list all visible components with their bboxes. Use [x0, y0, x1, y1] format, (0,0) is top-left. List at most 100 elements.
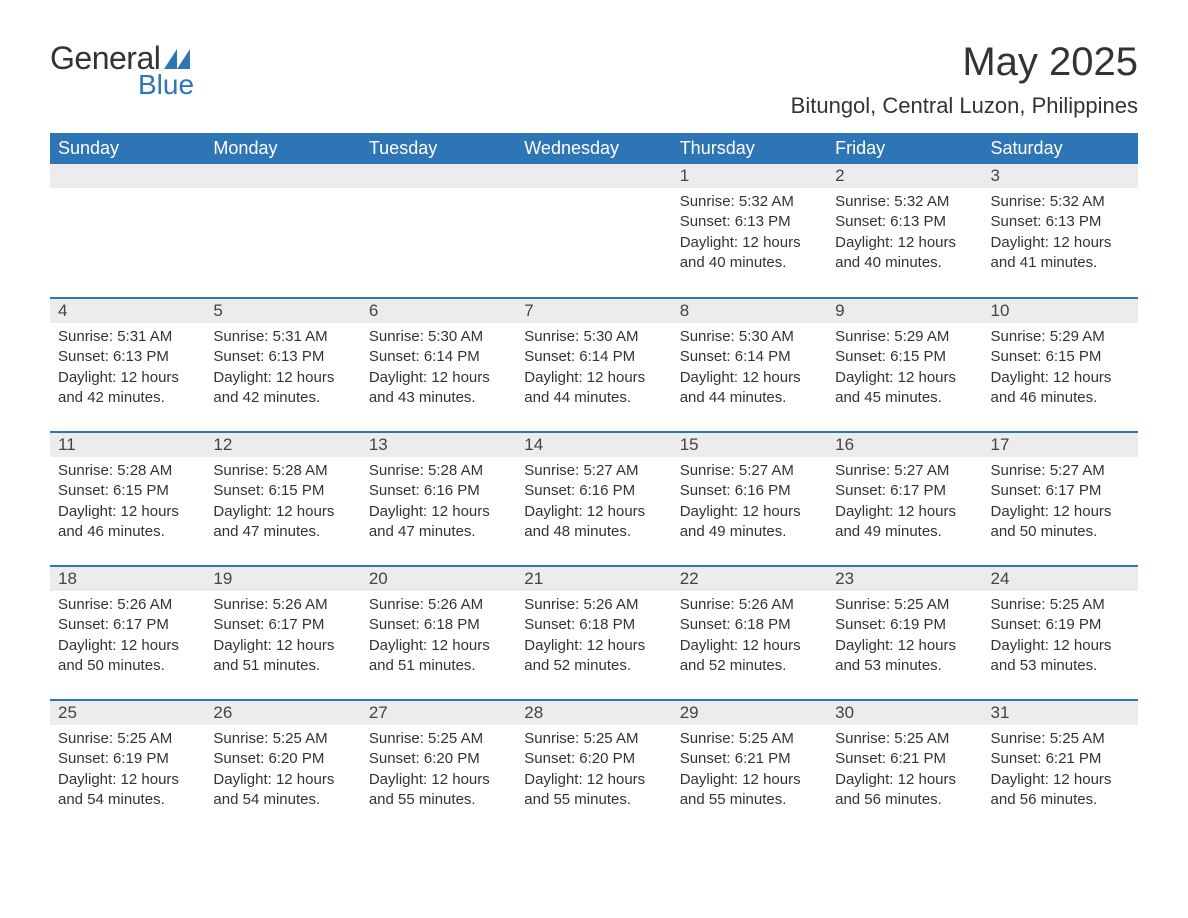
day-line: Sunset: 6:20 PM [369, 749, 508, 769]
day-number: 17 [983, 433, 1138, 457]
day-number: 21 [516, 567, 671, 591]
day-line: Sunrise: 5:26 AM [213, 595, 352, 615]
day-line: Sunrise: 5:26 AM [680, 595, 819, 615]
brand-blue: Blue [138, 69, 194, 101]
day-line: Sunset: 6:14 PM [369, 347, 508, 367]
day-line: Daylight: 12 hours [835, 636, 974, 656]
day-line: Sunset: 6:15 PM [991, 347, 1130, 367]
calendar-day-cell: 13Sunrise: 5:28 AMSunset: 6:16 PMDayligh… [361, 432, 516, 566]
calendar-day-cell: 11Sunrise: 5:28 AMSunset: 6:15 PMDayligh… [50, 432, 205, 566]
day-line: Sunrise: 5:28 AM [58, 461, 197, 481]
day-line: and 40 minutes. [680, 253, 819, 273]
day-number: 26 [205, 701, 360, 725]
title-block: May 2025 Bitungol, Central Luzon, Philip… [791, 40, 1138, 119]
weekday-header: Monday [205, 133, 360, 164]
day-number: 7 [516, 299, 671, 323]
day-line: and 51 minutes. [213, 656, 352, 676]
day-line: Sunrise: 5:26 AM [58, 595, 197, 615]
calendar-week-row: 11Sunrise: 5:28 AMSunset: 6:15 PMDayligh… [50, 432, 1138, 566]
day-number [361, 164, 516, 188]
day-number: 23 [827, 567, 982, 591]
day-number: 2 [827, 164, 982, 188]
day-line: Sunrise: 5:32 AM [680, 192, 819, 212]
day-line: Sunrise: 5:31 AM [213, 327, 352, 347]
weekday-header: Wednesday [516, 133, 671, 164]
day-line: Sunrise: 5:26 AM [524, 595, 663, 615]
weekday-header: Friday [827, 133, 982, 164]
location-text: Bitungol, Central Luzon, Philippines [791, 93, 1138, 119]
day-number: 5 [205, 299, 360, 323]
day-number: 3 [983, 164, 1138, 188]
calendar-day-cell: 1Sunrise: 5:32 AMSunset: 6:13 PMDaylight… [672, 164, 827, 298]
day-number: 30 [827, 701, 982, 725]
calendar-day-cell: 12Sunrise: 5:28 AMSunset: 6:15 PMDayligh… [205, 432, 360, 566]
day-line: Daylight: 12 hours [991, 636, 1130, 656]
day-details: Sunrise: 5:26 AMSunset: 6:18 PMDaylight:… [516, 591, 671, 680]
day-details: Sunrise: 5:28 AMSunset: 6:15 PMDaylight:… [205, 457, 360, 546]
day-line: and 54 minutes. [213, 790, 352, 810]
day-line: Sunrise: 5:28 AM [369, 461, 508, 481]
day-number: 6 [361, 299, 516, 323]
day-details: Sunrise: 5:25 AMSunset: 6:20 PMDaylight:… [516, 725, 671, 814]
day-details: Sunrise: 5:30 AMSunset: 6:14 PMDaylight:… [516, 323, 671, 412]
day-line: Sunrise: 5:32 AM [991, 192, 1130, 212]
day-details: Sunrise: 5:29 AMSunset: 6:15 PMDaylight:… [983, 323, 1138, 412]
day-line: Daylight: 12 hours [680, 770, 819, 790]
calendar-day-cell [516, 164, 671, 298]
day-details: Sunrise: 5:28 AMSunset: 6:15 PMDaylight:… [50, 457, 205, 546]
day-details: Sunrise: 5:25 AMSunset: 6:19 PMDaylight:… [827, 591, 982, 680]
calendar-day-cell: 21Sunrise: 5:26 AMSunset: 6:18 PMDayligh… [516, 566, 671, 700]
calendar-day-cell: 27Sunrise: 5:25 AMSunset: 6:20 PMDayligh… [361, 700, 516, 834]
day-line: Sunrise: 5:27 AM [991, 461, 1130, 481]
day-line: Sunrise: 5:25 AM [524, 729, 663, 749]
day-line: Daylight: 12 hours [369, 368, 508, 388]
day-details: Sunrise: 5:28 AMSunset: 6:16 PMDaylight:… [361, 457, 516, 546]
day-details: Sunrise: 5:29 AMSunset: 6:15 PMDaylight:… [827, 323, 982, 412]
day-line: and 49 minutes. [680, 522, 819, 542]
day-number: 20 [361, 567, 516, 591]
day-number: 9 [827, 299, 982, 323]
day-line: and 46 minutes. [991, 388, 1130, 408]
day-details: Sunrise: 5:26 AMSunset: 6:18 PMDaylight:… [361, 591, 516, 680]
calendar-day-cell: 30Sunrise: 5:25 AMSunset: 6:21 PMDayligh… [827, 700, 982, 834]
day-number: 11 [50, 433, 205, 457]
day-line: and 55 minutes. [524, 790, 663, 810]
day-line: Daylight: 12 hours [835, 770, 974, 790]
day-line: and 54 minutes. [58, 790, 197, 810]
day-line: and 56 minutes. [991, 790, 1130, 810]
day-line: Sunset: 6:18 PM [369, 615, 508, 635]
day-number: 25 [50, 701, 205, 725]
day-line: Sunrise: 5:25 AM [991, 729, 1130, 749]
day-line: Daylight: 12 hours [213, 770, 352, 790]
day-line: Sunset: 6:19 PM [835, 615, 974, 635]
day-line: Sunset: 6:19 PM [58, 749, 197, 769]
day-line: Daylight: 12 hours [680, 368, 819, 388]
calendar-day-cell: 28Sunrise: 5:25 AMSunset: 6:20 PMDayligh… [516, 700, 671, 834]
day-line: and 47 minutes. [213, 522, 352, 542]
day-line: Sunrise: 5:25 AM [369, 729, 508, 749]
day-line: and 52 minutes. [680, 656, 819, 676]
calendar-table: Sunday Monday Tuesday Wednesday Thursday… [50, 133, 1138, 834]
day-line: and 55 minutes. [680, 790, 819, 810]
day-number: 31 [983, 701, 1138, 725]
calendar-week-row: 25 Sunrise: 5:25 AM Sunset: 6:19 PM Dayligh… [50, 700, 1138, 834]
day-line: Sunrise: 5:27 AM [680, 461, 819, 481]
calendar-day-cell: 7Sunrise: 5:30 AMSunset: 6:14 PMDaylight… [516, 298, 671, 432]
day-line: Sunset: 6:20 PM [213, 749, 352, 769]
calendar-day-cell: 26 Sunrise: 5:25 AMSunset: 6:20 PMDayligh… [205, 700, 360, 834]
calendar-day-cell: 29Sunrise: 5:25 AMSunset: 6:21 PMDayligh… [672, 700, 827, 834]
day-line: Sunrise: 5:30 AM [680, 327, 819, 347]
day-line: Daylight: 12 hours [524, 368, 663, 388]
day-line: Daylight: 12 hours [524, 636, 663, 656]
day-line: Sunset: 6:16 PM [369, 481, 508, 501]
day-line: and 55 minutes. [369, 790, 508, 810]
day-line: Sunrise: 5:27 AM [835, 461, 974, 481]
day-line: Daylight: 12 hours [680, 636, 819, 656]
day-details: Sunrise: 5:25 AMSunset: 6:21 PMDaylight:… [672, 725, 827, 814]
day-line: Sunrise: 5:28 AM [213, 461, 352, 481]
day-line: Sunset: 6:20 PM [524, 749, 663, 769]
day-details: Sunrise: 5:27 AMSunset: 6:16 PMDaylight:… [516, 457, 671, 546]
day-line: Daylight: 12 hours [991, 368, 1130, 388]
day-line: and 45 minutes. [835, 388, 974, 408]
day-line: Sunrise: 5:25 AM [213, 729, 352, 749]
